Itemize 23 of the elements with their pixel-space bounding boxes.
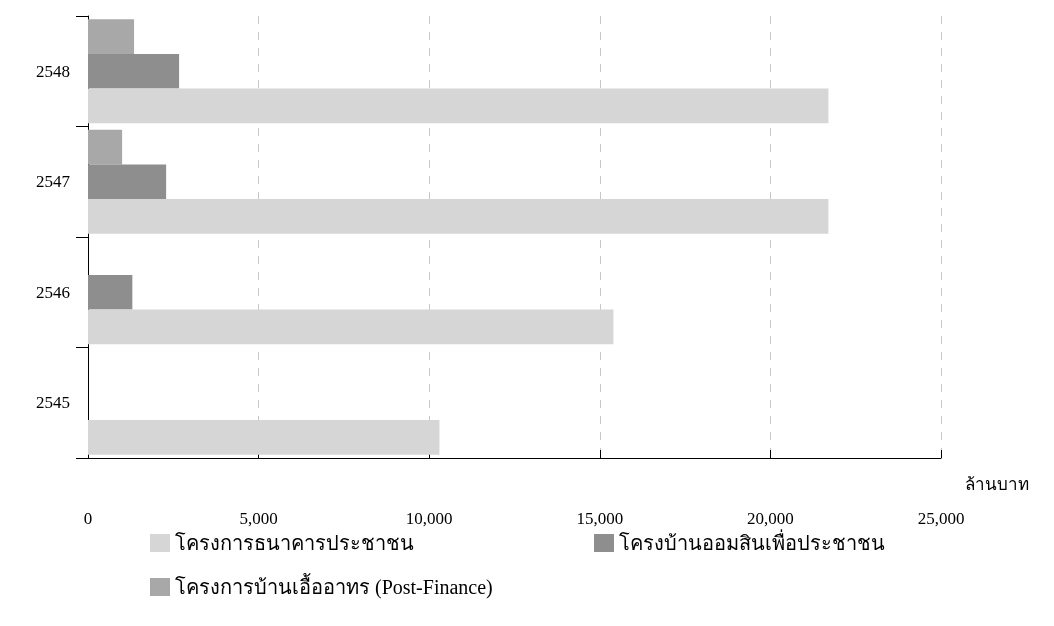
bar — [88, 199, 829, 234]
bar — [88, 19, 135, 54]
x-tick-label: 20,000 — [747, 509, 794, 528]
bar — [88, 164, 167, 200]
legend-label: โครงการบ้านเอื้ออาทร (Post-Finance) — [175, 573, 493, 599]
x-tick-label: 15,000 — [576, 509, 624, 528]
x-tick-label: 25,000 — [917, 509, 965, 528]
x-tick-label: 10,000 — [405, 509, 453, 528]
legend-label: โครงบ้านออมสินเพื่อประชาชน — [619, 529, 885, 554]
x-axis-title: ล้านบาท — [965, 475, 1029, 494]
bar — [88, 53, 180, 89]
legend-label: โครงการธนาคารประชาชน — [175, 532, 414, 554]
bar — [88, 129, 123, 165]
bar — [88, 309, 614, 345]
y-tick-label: 2546 — [36, 282, 70, 302]
y-tick-label: 2545 — [36, 393, 70, 413]
bar — [88, 274, 133, 310]
y-tick-label: 2548 — [36, 61, 70, 81]
y-tick-label: 2547 — [36, 172, 71, 192]
bar — [88, 420, 440, 455]
bar — [88, 88, 829, 124]
x-tick-label: 5,000 — [239, 509, 278, 528]
x-tick-label: 0 — [83, 509, 93, 528]
